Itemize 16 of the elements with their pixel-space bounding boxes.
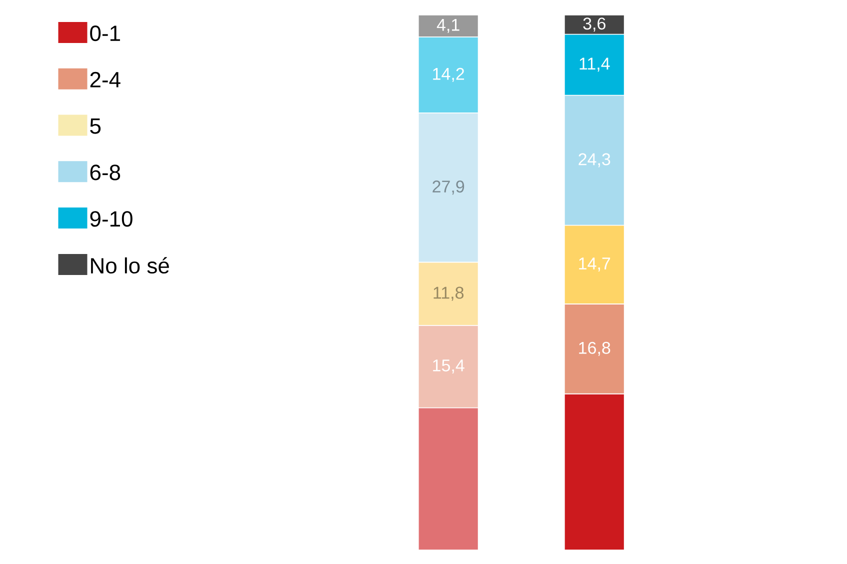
- legend-label: 0-1: [90, 25, 120, 42]
- data-label: 15,4: [433, 360, 464, 374]
- data-label: 4,1: [436, 19, 460, 33]
- data-label: 11,8: [434, 286, 464, 301]
- data-label: 14,7: [579, 258, 610, 272]
- legend-label: 9-10: [90, 211, 132, 227]
- legend-label: 5: [90, 118, 101, 134]
- legend-label: No lo sé: [91, 257, 169, 274]
- data-label: 16,8: [579, 342, 610, 356]
- data-label: 24,3: [578, 153, 610, 168]
- data-label: 3,6: [583, 18, 606, 32]
- data-label: 11,4: [580, 58, 610, 72]
- legend-label: 6-8: [90, 164, 120, 180]
- data-label: 14,2: [433, 68, 464, 82]
- legend-label: 2-4: [90, 72, 120, 88]
- data-label: 27,9: [432, 180, 464, 195]
